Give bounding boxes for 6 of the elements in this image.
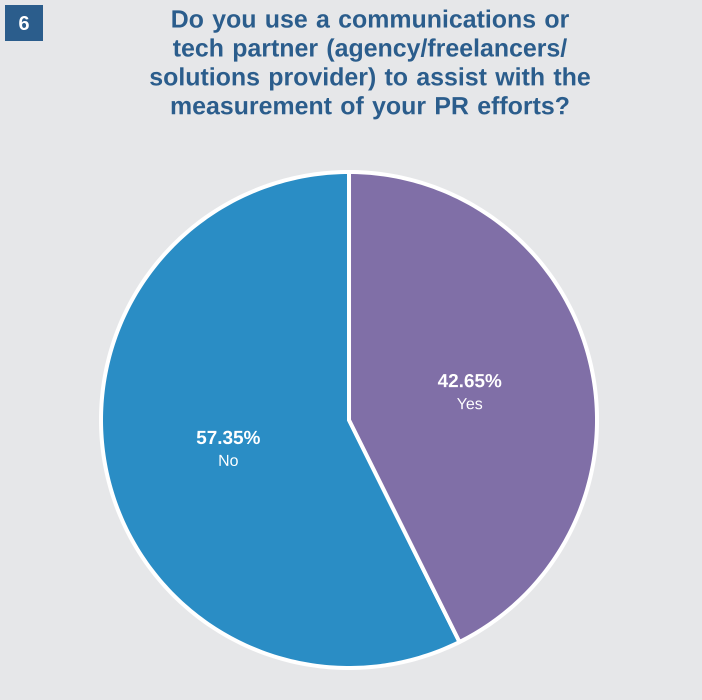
data-label: 42.65% (438, 374, 502, 388)
chart-title: Do you use a communications or tech partner (agency/freelancers/ solutions provider) to assist with the measurement of your PR efforts? (150, 10, 590, 120)
data-label: 57.35% (196, 430, 260, 444)
text: 6 (19, 16, 29, 30)
slice-label: Yes (457, 398, 482, 410)
slice-label: No (219, 454, 238, 466)
